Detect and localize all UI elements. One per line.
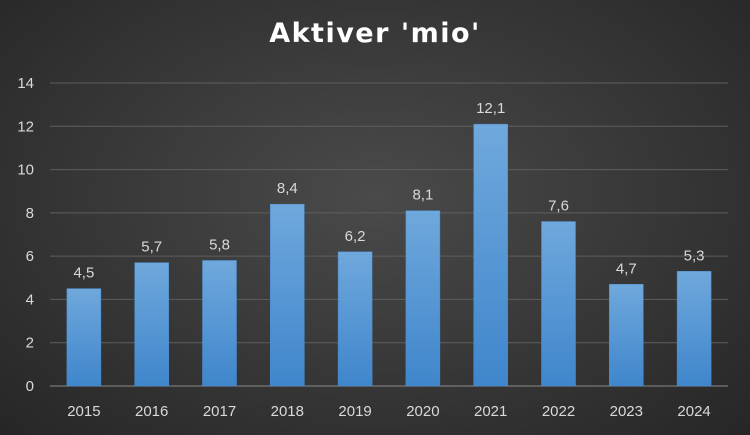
x-tick-label: 2021	[474, 403, 507, 420]
y-tick-label: 0	[26, 378, 34, 395]
bar	[677, 271, 711, 386]
data-label: 5,3	[684, 247, 705, 264]
data-label: 6,2	[345, 228, 366, 245]
data-label: 7,6	[548, 198, 569, 215]
y-tick-label: 4	[26, 291, 34, 308]
bar	[203, 260, 237, 386]
bar	[406, 211, 440, 386]
data-label: 4,5	[73, 265, 94, 282]
data-label: 8,1	[412, 187, 433, 204]
bar	[474, 124, 508, 386]
bars	[67, 124, 711, 386]
bar	[542, 222, 576, 386]
data-label: 4,7	[616, 260, 637, 277]
x-tick-label: 2022	[542, 403, 575, 420]
x-tick-label: 2023	[610, 403, 643, 420]
y-tick-label: 12	[17, 118, 34, 135]
bar	[338, 252, 372, 386]
bar	[67, 289, 101, 386]
y-tick-label: 14	[17, 75, 34, 92]
data-labels: 4,5 5,7 5,8 8,4 6,2 8,1 12,1 7,6 4,7 5,3	[73, 100, 704, 281]
y-tick-label: 2	[26, 335, 34, 352]
data-label: 5,8	[209, 236, 230, 253]
x-tick-label: 2020	[406, 403, 439, 420]
bar	[609, 284, 643, 386]
x-tick-label: 2015	[67, 403, 100, 420]
x-axis: 2015 2016 2017 2018 2019 2020 2021 2022 2023 2024	[67, 403, 711, 420]
y-tick-label: 10	[17, 162, 34, 179]
x-tick-label: 2024	[677, 403, 710, 420]
y-tick-label: 6	[26, 248, 34, 265]
x-tick-label: 2018	[271, 403, 304, 420]
x-tick-label: 2017	[203, 403, 236, 420]
data-label: 5,7	[141, 239, 162, 256]
data-label: 8,4	[277, 180, 298, 197]
y-axis: 0 2 4 6 8 10 12 14	[17, 75, 34, 395]
bar	[270, 204, 304, 386]
x-tick-label: 2019	[338, 403, 371, 420]
y-tick-label: 8	[26, 205, 34, 222]
bar	[135, 263, 169, 386]
x-tick-label: 2016	[135, 403, 168, 420]
data-label: 12,1	[476, 100, 505, 117]
